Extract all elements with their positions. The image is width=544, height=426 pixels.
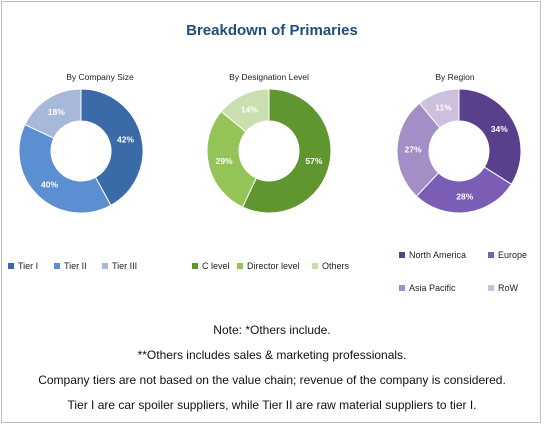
legend-label: Asia Pacific xyxy=(409,283,456,293)
legend-swatch xyxy=(8,263,14,269)
donut-company-size: 42% 40% 18% xyxy=(18,88,144,214)
donut-designation-level: 57% 29% 14% xyxy=(206,88,332,214)
legend-label: Europe xyxy=(498,250,528,260)
legend-swatch xyxy=(102,263,108,269)
subtitle-designation-level: By Designation Level xyxy=(229,72,309,82)
legend-asia-pacific: Asia Pacific xyxy=(399,283,456,293)
donut-region: 34% 28% 27% 11% xyxy=(396,88,522,214)
slice-value-label: 40% xyxy=(41,180,58,190)
legend-tier-3: Tier III xyxy=(102,261,137,271)
note-line-2: **Others includes sales & marketing prof… xyxy=(137,348,407,362)
legend-swatch xyxy=(237,263,243,269)
donut-slice xyxy=(396,102,441,197)
slice-value-label: 34% xyxy=(491,124,508,134)
legend-label: Tier II xyxy=(64,261,87,271)
legend-label: Director level xyxy=(247,261,300,271)
legend-swatch xyxy=(488,252,494,258)
legend-europe: Europe xyxy=(488,250,527,260)
legend-others: Others xyxy=(312,261,349,271)
legend-label: C level xyxy=(202,261,230,271)
donut-slice xyxy=(24,88,82,139)
slice-value-label: 27% xyxy=(405,145,422,155)
legend-north-america: North America xyxy=(399,250,466,260)
slice-value-label: 28% xyxy=(456,192,473,202)
slice-value-label: 14% xyxy=(241,104,258,114)
legend-swatch xyxy=(399,252,405,258)
donut-slice xyxy=(220,88,270,133)
legend-label: Tier I xyxy=(18,261,39,271)
subtitle-region: By Region xyxy=(435,72,475,82)
note-line-4: Tier I are car spoiler suppliers, while … xyxy=(67,398,477,412)
note-line-1: Note: *Others include. xyxy=(213,323,331,337)
legend-director-level: Director level xyxy=(237,261,300,271)
legend-swatch xyxy=(312,263,318,269)
slice-value-label: 57% xyxy=(305,156,322,166)
legend-label: Tier III xyxy=(112,261,138,271)
legend-label: North America xyxy=(409,250,467,260)
donut-slice xyxy=(458,88,522,185)
legend-c-level: C level xyxy=(192,261,230,271)
slice-value-label: 29% xyxy=(216,156,233,166)
donut-slice xyxy=(80,88,144,207)
donut-slice xyxy=(415,166,513,214)
legend-swatch xyxy=(54,263,60,269)
slice-value-label: 11% xyxy=(435,103,452,113)
donut-slice xyxy=(206,110,257,208)
slice-value-label: 42% xyxy=(117,135,134,145)
chart-title: Breakdown of Primaries xyxy=(186,22,358,39)
donut-slice xyxy=(18,123,112,214)
note-line-3: Company tiers are not based on the value… xyxy=(38,373,506,387)
legend-swatch xyxy=(192,263,198,269)
legend-label: RoW xyxy=(498,283,518,293)
legend-row: RoW xyxy=(488,283,518,293)
donut-slice xyxy=(418,88,460,129)
legend-tier-1: Tier I xyxy=(8,261,38,271)
legend-swatch xyxy=(488,285,494,291)
legend-tier-2: Tier II xyxy=(54,261,87,271)
legend-swatch xyxy=(399,285,405,291)
donut-slice xyxy=(241,88,332,214)
slice-value-label: 18% xyxy=(48,107,65,117)
subtitle-company-size: By Company Size xyxy=(66,72,134,82)
legend-label: Others xyxy=(322,261,350,271)
